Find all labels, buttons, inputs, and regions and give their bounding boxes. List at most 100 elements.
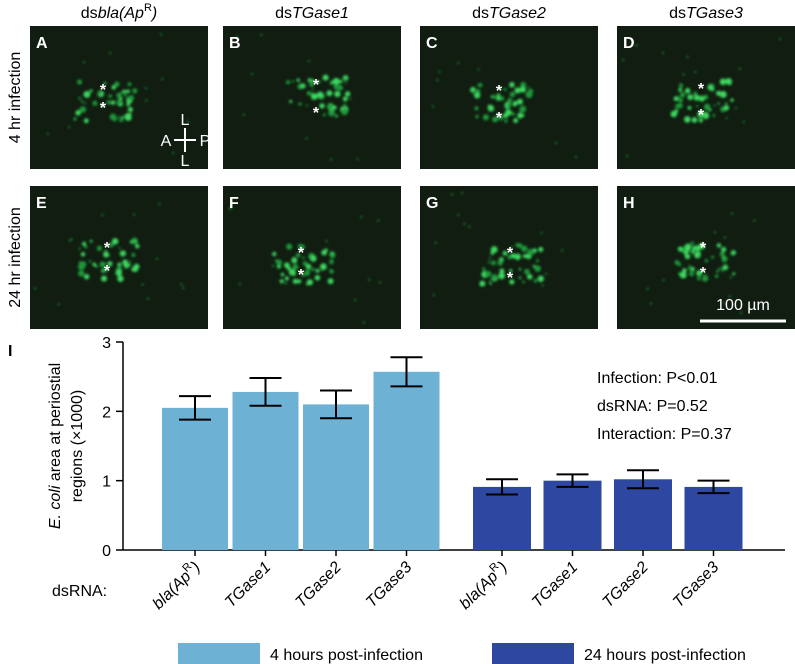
green-spot	[95, 265, 98, 268]
green-spot	[133, 213, 136, 216]
panel-letter: B	[229, 35, 241, 52]
green-spot	[719, 251, 725, 257]
bar	[162, 407, 228, 550]
green-spot	[521, 245, 528, 253]
green-spot	[693, 94, 700, 101]
green-spot	[725, 117, 728, 120]
green-spot	[538, 246, 544, 253]
green-spot	[68, 239, 71, 242]
asterisk: *	[496, 83, 503, 100]
green-spot	[690, 266, 695, 272]
fluorescence	[431, 62, 577, 158]
green-spot	[108, 94, 113, 98]
green-spot	[713, 231, 716, 234]
panel-letter: I	[8, 343, 12, 360]
green-spot	[134, 243, 140, 249]
green-spot	[117, 115, 120, 119]
green-spot	[730, 98, 734, 102]
green-spot	[125, 89, 130, 94]
green-spot	[702, 112, 710, 119]
row-label: 24 hr infection	[7, 207, 24, 308]
green-spot	[134, 240, 138, 243]
green-spot	[482, 267, 486, 271]
green-spot	[305, 137, 308, 140]
green-spot	[778, 37, 781, 40]
green-spot	[735, 107, 738, 110]
compass-label: A	[161, 133, 172, 150]
green-spot	[738, 67, 741, 70]
green-spot	[68, 126, 71, 129]
green-spot	[472, 90, 476, 94]
green-spot	[507, 97, 513, 103]
green-spot	[691, 117, 698, 123]
x-tick-label: bla(ApR)	[455, 557, 511, 613]
green-spot	[338, 79, 343, 84]
green-spot	[302, 256, 305, 260]
asterisk: *	[700, 265, 707, 282]
green-spot	[97, 91, 102, 96]
green-spot	[431, 105, 434, 108]
green-spot	[526, 273, 533, 280]
column-header: dsTGase2	[472, 5, 546, 22]
bar	[232, 391, 299, 550]
green-spot	[696, 104, 699, 108]
green-spot	[79, 106, 87, 113]
micrograph	[617, 186, 795, 329]
green-spot	[286, 266, 291, 271]
green-spot	[328, 110, 335, 117]
asterisk: *	[298, 267, 305, 284]
green-spot	[103, 267, 109, 273]
green-spot	[272, 251, 277, 257]
green-spot	[186, 120, 189, 123]
x-tick-label: TGase1	[529, 559, 581, 611]
green-spot	[111, 85, 116, 90]
legend-label: 4 hours post-infection	[270, 647, 423, 664]
green-spot	[161, 78, 164, 81]
green-spot	[57, 303, 60, 306]
green-spot	[717, 102, 720, 105]
legend-swatch	[178, 643, 260, 664]
green-spot	[561, 249, 564, 252]
green-spot	[698, 118, 703, 123]
green-spot	[311, 79, 315, 83]
green-spot	[521, 114, 525, 118]
green-spot	[126, 102, 131, 107]
green-spot	[260, 33, 263, 36]
green-spot	[674, 104, 680, 109]
green-spot	[111, 238, 119, 245]
green-spot	[131, 266, 137, 272]
asterisk: *	[507, 270, 514, 287]
bar	[473, 486, 531, 550]
green-spot	[327, 103, 333, 109]
green-spot	[295, 252, 301, 258]
green-spot	[342, 96, 348, 102]
green-spot	[77, 79, 83, 85]
green-spot	[284, 276, 289, 281]
asterisk: *	[100, 100, 107, 117]
green-spot	[329, 268, 332, 271]
asterisk: *	[100, 82, 107, 99]
green-spot	[504, 119, 508, 123]
green-spot	[506, 103, 511, 108]
green-spot	[344, 81, 347, 84]
green-spot	[716, 243, 722, 248]
bar	[684, 486, 743, 550]
green-spot	[301, 273, 305, 277]
green-spot	[309, 82, 315, 87]
y-axis-label: E. coli area at periostial	[47, 363, 64, 529]
green-spot	[103, 251, 109, 258]
compass-label: L	[181, 153, 190, 170]
text-part: E. coli	[47, 485, 64, 529]
green-spot	[80, 252, 86, 257]
green-spot	[292, 278, 298, 284]
green-spot	[732, 272, 736, 276]
green-spot	[320, 263, 327, 271]
text-part: ds	[81, 5, 98, 22]
green-spot	[694, 251, 701, 259]
text-part: TGase2	[293, 559, 345, 611]
green-spot	[679, 83, 684, 88]
green-spot	[341, 108, 348, 116]
asterisk: *	[104, 263, 111, 280]
compass-label: P	[200, 133, 211, 150]
